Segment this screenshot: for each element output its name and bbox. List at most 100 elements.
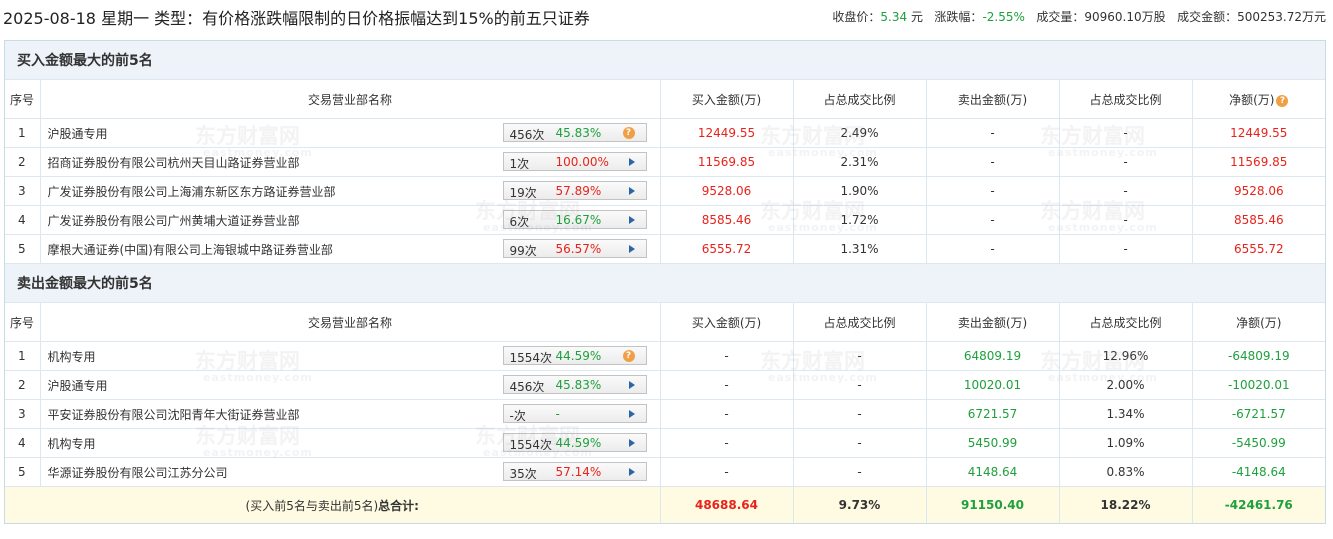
total-buy: 48688.64 (660, 486, 794, 523)
play-triangle-icon[interactable] (628, 187, 635, 195)
table-row: 2 沪股通专用 456次 45.83% - -10020.01 2.00% -10020.01 (5, 370, 1326, 400)
billboard-table: 买入金额最大的前5名 序号 交易营业部名称 买入金额(万) 占总成交比例 卖出金… (5, 41, 1326, 523)
row-index: 3 (5, 176, 41, 206)
total-label-prefix: (买入前5名与卖出前5名) (245, 498, 379, 513)
branch-name-link[interactable]: 沪股通专用 (47, 379, 108, 393)
total-sell-ratio: 18.22% (1059, 486, 1193, 523)
branch-name-link[interactable]: 摩根大通证券(中国)有限公司上海银城中路证券营业部 (47, 243, 333, 257)
table-row: 5 华源证券股份有限公司江苏分公司 35次 57.14% - -4148.64 0.83% -… (5, 457, 1326, 487)
branch-name-link[interactable]: 平安证券股份有限公司沈阳青年大街证券营业部 (47, 408, 300, 422)
col-idx: 序号 (5, 302, 41, 342)
play-triangle-icon[interactable] (628, 468, 635, 476)
play-triangle-icon[interactable] (628, 439, 635, 447)
play-triangle-icon[interactable] (628, 381, 635, 389)
branch-times: 99次 (509, 244, 537, 258)
branch-stats-box[interactable]: 99次 56.57% (502, 239, 647, 258)
branch-cell: 华源证券股份有限公司江苏分公司 35次 57.14% (40, 457, 661, 487)
table-row: 3 平安证券股份有限公司沈阳青年大街证券营业部 -次 - - -6721.57 1.34% -… (5, 399, 1326, 429)
branch-stats-box[interactable]: 1次 100.00% (502, 152, 647, 171)
branch-name-link[interactable]: 广发证券股份有限公司上海浦东新区东方路证券营业部 (47, 185, 336, 199)
branch-times: 6次 (509, 215, 530, 229)
buy-amount: - (660, 457, 794, 487)
close-value: 5.34 (880, 10, 908, 24)
question-icon[interactable]: ? (622, 127, 635, 139)
buy-amount: - (660, 370, 794, 400)
net-amount: 8585.46 (1192, 205, 1326, 235)
branch-times: 1554次 (509, 438, 553, 452)
sell-ratio: 12.96% (1059, 341, 1193, 371)
branch-cell: 摩根大通证券(中国)有限公司上海银城中路证券营业部 99次 56.57% (40, 234, 661, 264)
buy-amount: 11569.85 (660, 147, 794, 177)
play-triangle-icon[interactable] (628, 245, 635, 253)
branch-stats-box[interactable]: 456次 45.83%? (502, 123, 647, 142)
branch-win-rate: 44.59% (555, 349, 602, 363)
table-row: 1 沪股通专用 456次 45.83%? 12449.55 2.49% - -12449.55 (5, 118, 1326, 148)
buy-ratio: - (793, 399, 927, 429)
branch-cell: 沪股通专用 456次 45.83% (40, 370, 661, 400)
buy-ratio: 2.49% (793, 118, 927, 148)
branch-times: -次 (509, 409, 526, 423)
total-net: -42461.76 (1192, 486, 1326, 523)
sell-amount: 10020.01 (926, 370, 1060, 400)
total-buy-ratio: 9.73% (793, 486, 927, 523)
branch-name-link[interactable]: 广发证券股份有限公司广州黄埔大道证券营业部 (47, 214, 300, 228)
branch-name-link[interactable]: 机构专用 (47, 350, 96, 364)
page-title: 2025-08-18 星期一 类型：有价格涨跌幅限制的日价格振幅达到15%的前五… (3, 9, 590, 28)
branch-name-link[interactable]: 沪股通专用 (47, 127, 108, 141)
branch-name-link[interactable]: 招商证券股份有限公司杭州天目山路证券营业部 (47, 156, 300, 170)
branch-stats-box[interactable]: 6次 16.67% (502, 210, 647, 229)
buy-column-header-row: 序号 交易营业部名称 买入金额(万) 占总成交比例 卖出金额(万) 占总成交比例… (5, 79, 1326, 119)
branch-times: 1次 (509, 157, 530, 171)
net-amount: -6721.57 (1192, 399, 1326, 429)
sell-ratio: 2.00% (1059, 370, 1193, 400)
row-index: 3 (5, 399, 41, 429)
buy-amount: - (660, 428, 794, 458)
branch-stats-box[interactable]: 456次 45.83% (502, 375, 647, 394)
net-amount: -5450.99 (1192, 428, 1326, 458)
branch-win-rate: - (555, 407, 560, 421)
play-triangle-icon[interactable] (628, 158, 635, 166)
total-label-bold: 总合计: (378, 498, 419, 513)
amount-value: 500253.72万元 (1237, 10, 1326, 24)
question-icon[interactable]: ? (622, 350, 635, 362)
table-row: 2 招商证券股份有限公司杭州天目山路证券营业部 1次 100.00% 11569.85 2… (5, 147, 1326, 177)
amount-label: 成交金额： (1177, 10, 1238, 24)
buy-ratio: 2.31% (793, 147, 927, 177)
col-sell-ratio: 占总成交比例 (1059, 79, 1193, 119)
col-net-label: 净额(万) (1229, 92, 1275, 107)
branch-stats-box[interactable]: 35次 57.14% (502, 462, 647, 481)
branch-cell: 平安证券股份有限公司沈阳青年大街证券营业部 -次 - (40, 399, 661, 429)
sell-ratio: - (1059, 205, 1193, 235)
branch-win-rate: 57.14% (555, 465, 602, 479)
buy-amount: - (660, 341, 794, 371)
branch-cell: 机构专用 1554次 44.59% (40, 428, 661, 458)
billboard-table-container: 买入金额最大的前5名 序号 交易营业部名称 买入金额(万) 占总成交比例 卖出金… (4, 40, 1326, 524)
col-buy: 买入金额(万) (660, 79, 794, 119)
branch-name-link[interactable]: 华源证券股份有限公司江苏分公司 (47, 466, 228, 480)
branch-stats-box[interactable]: 19次 57.89% (502, 181, 647, 200)
col-name: 交易营业部名称 (40, 79, 661, 119)
buy-ratio: 1.72% (793, 205, 927, 235)
col-idx: 序号 (5, 79, 41, 119)
buy-section-header: 买入金额最大的前5名 (5, 41, 1326, 80)
play-triangle-icon[interactable] (628, 216, 635, 224)
branch-stats-box[interactable]: -次 - (502, 404, 647, 423)
sell-amount: - (926, 147, 1060, 177)
col-buy-ratio: 占总成交比例 (793, 79, 927, 119)
branch-stats-box[interactable]: 1554次 44.59% (502, 433, 647, 452)
play-triangle-icon[interactable] (628, 410, 635, 418)
total-sell: 91150.40 (926, 486, 1060, 523)
row-index: 1 (5, 341, 41, 371)
help-question-icon[interactable]: ? (1276, 94, 1289, 107)
net-amount: -4148.64 (1192, 457, 1326, 487)
sell-column-header-row: 序号 交易营业部名称 买入金额(万) 占总成交比例 卖出金额(万) 占总成交比例 净额(万) (5, 302, 1326, 342)
branch-name-link[interactable]: 机构专用 (47, 437, 96, 451)
net-amount: 12449.55 (1192, 118, 1326, 148)
stock-stats: 收盘价：5.34 元 涨跌幅：-2.55% 成交量：90960.10万股 成交金… (832, 8, 1326, 25)
branch-cell: 招商证券股份有限公司杭州天目山路证券营业部 1次 100.00% (40, 147, 661, 177)
col-sell: 卖出金额(万) (926, 79, 1060, 119)
net-amount: 11569.85 (1192, 147, 1326, 177)
branch-win-rate: 45.83% (555, 126, 602, 140)
net-amount: 6555.72 (1192, 234, 1326, 264)
branch-stats-box[interactable]: 1554次 44.59%? (502, 346, 647, 365)
